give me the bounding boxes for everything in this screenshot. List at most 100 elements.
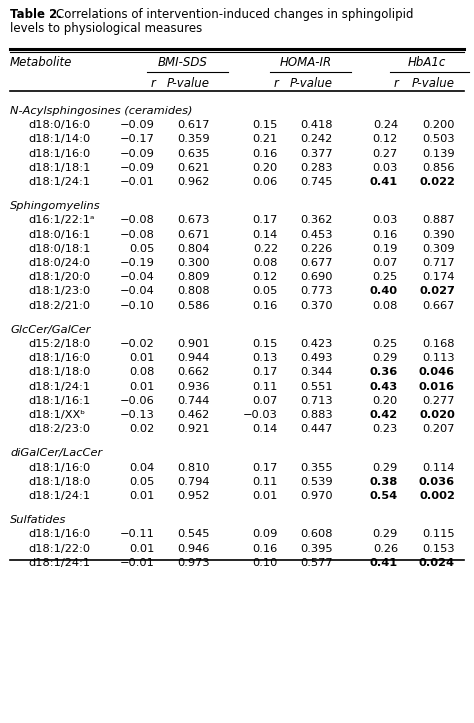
Text: 0.17: 0.17 bbox=[253, 215, 278, 226]
Text: 0.05: 0.05 bbox=[129, 476, 155, 487]
Text: P-value: P-value bbox=[167, 77, 210, 90]
Text: 0.970: 0.970 bbox=[301, 491, 333, 501]
Text: 0.01: 0.01 bbox=[129, 382, 155, 392]
Text: 0.667: 0.667 bbox=[423, 301, 455, 311]
Text: 0.114: 0.114 bbox=[422, 463, 455, 473]
Text: 0.27: 0.27 bbox=[373, 149, 398, 158]
Text: 0.390: 0.390 bbox=[422, 230, 455, 239]
Text: d18:1/XXᵇ: d18:1/XXᵇ bbox=[28, 410, 85, 420]
Text: −0.04: −0.04 bbox=[120, 272, 155, 282]
Text: −0.03: −0.03 bbox=[243, 410, 278, 420]
Text: 0.07: 0.07 bbox=[373, 258, 398, 268]
Text: 0.08: 0.08 bbox=[129, 367, 155, 377]
Text: −0.04: −0.04 bbox=[120, 286, 155, 296]
Text: 0.41: 0.41 bbox=[370, 558, 398, 568]
Text: 0.423: 0.423 bbox=[301, 339, 333, 349]
Text: d18:1/24:1: d18:1/24:1 bbox=[28, 382, 90, 392]
Text: 0.503: 0.503 bbox=[422, 134, 455, 145]
Text: −0.09: −0.09 bbox=[120, 120, 155, 130]
Text: 0.973: 0.973 bbox=[177, 558, 210, 568]
Text: −0.09: −0.09 bbox=[120, 163, 155, 173]
Text: 0.804: 0.804 bbox=[177, 244, 210, 254]
Text: d18:2/21:0: d18:2/21:0 bbox=[28, 301, 90, 311]
Text: 0.20: 0.20 bbox=[373, 395, 398, 406]
Text: 0.809: 0.809 bbox=[177, 272, 210, 282]
Text: −0.08: −0.08 bbox=[120, 230, 155, 239]
Text: diGalCer/LacCer: diGalCer/LacCer bbox=[10, 448, 102, 458]
Text: 0.002: 0.002 bbox=[419, 491, 455, 501]
Text: 0.13: 0.13 bbox=[253, 354, 278, 363]
Text: −0.10: −0.10 bbox=[120, 301, 155, 311]
Text: 0.024: 0.024 bbox=[419, 558, 455, 568]
Text: d18:0/16:0: d18:0/16:0 bbox=[28, 120, 90, 130]
Text: 0.26: 0.26 bbox=[373, 544, 398, 554]
Text: HOMA-IR: HOMA-IR bbox=[280, 56, 331, 69]
Text: Sphingomyelins: Sphingomyelins bbox=[10, 201, 100, 211]
Text: 0.08: 0.08 bbox=[253, 258, 278, 268]
Text: 0.690: 0.690 bbox=[301, 272, 333, 282]
Text: 0.22: 0.22 bbox=[253, 244, 278, 254]
Text: 0.200: 0.200 bbox=[422, 120, 455, 130]
Text: 0.810: 0.810 bbox=[177, 463, 210, 473]
Text: d18:0/18:1: d18:0/18:1 bbox=[28, 244, 91, 254]
Text: 0.901: 0.901 bbox=[177, 339, 210, 349]
Text: 0.283: 0.283 bbox=[301, 163, 333, 173]
Text: 0.551: 0.551 bbox=[301, 382, 333, 392]
Text: 0.14: 0.14 bbox=[253, 230, 278, 239]
Text: d18:1/24:1: d18:1/24:1 bbox=[28, 177, 90, 187]
Text: 0.921: 0.921 bbox=[177, 424, 210, 435]
Text: 0.226: 0.226 bbox=[301, 244, 333, 254]
Text: 0.617: 0.617 bbox=[177, 120, 210, 130]
Text: 0.016: 0.016 bbox=[419, 382, 455, 392]
Text: 0.11: 0.11 bbox=[253, 476, 278, 487]
Text: 0.773: 0.773 bbox=[301, 286, 333, 296]
Text: r: r bbox=[393, 77, 398, 90]
Text: −0.02: −0.02 bbox=[120, 339, 155, 349]
Text: 0.309: 0.309 bbox=[422, 244, 455, 254]
Text: 0.794: 0.794 bbox=[177, 476, 210, 487]
Text: d18:1/22:0: d18:1/22:0 bbox=[28, 544, 90, 554]
Text: d18:2/23:0: d18:2/23:0 bbox=[28, 424, 90, 435]
Text: HbA1c: HbA1c bbox=[407, 56, 446, 69]
Text: 0.02: 0.02 bbox=[130, 424, 155, 435]
Text: 0.06: 0.06 bbox=[253, 177, 278, 187]
Text: 0.16: 0.16 bbox=[253, 149, 278, 158]
Text: 0.139: 0.139 bbox=[422, 149, 455, 158]
Text: 0.115: 0.115 bbox=[422, 529, 455, 539]
Text: 0.42: 0.42 bbox=[370, 410, 398, 420]
Text: 0.20: 0.20 bbox=[253, 163, 278, 173]
Text: r: r bbox=[273, 77, 278, 90]
Text: d16:1/22:1ᵃ: d16:1/22:1ᵃ bbox=[28, 215, 94, 226]
Text: 0.01: 0.01 bbox=[253, 491, 278, 501]
Text: 0.40: 0.40 bbox=[370, 286, 398, 296]
Text: 0.15: 0.15 bbox=[253, 339, 278, 349]
Text: Sulfatides: Sulfatides bbox=[10, 515, 66, 525]
Text: 0.05: 0.05 bbox=[253, 286, 278, 296]
Text: 0.11: 0.11 bbox=[253, 382, 278, 392]
Text: 0.08: 0.08 bbox=[373, 301, 398, 311]
Text: d18:1/16:0: d18:1/16:0 bbox=[28, 529, 90, 539]
Text: 0.25: 0.25 bbox=[373, 339, 398, 349]
Text: 0.745: 0.745 bbox=[301, 177, 333, 187]
Text: 0.671: 0.671 bbox=[177, 230, 210, 239]
Text: −0.01: −0.01 bbox=[120, 558, 155, 568]
Text: 0.01: 0.01 bbox=[129, 354, 155, 363]
Text: 0.16: 0.16 bbox=[253, 544, 278, 554]
Text: 0.539: 0.539 bbox=[301, 476, 333, 487]
Text: 0.744: 0.744 bbox=[178, 395, 210, 406]
Text: 0.242: 0.242 bbox=[301, 134, 333, 145]
Text: 0.17: 0.17 bbox=[253, 367, 278, 377]
Text: −0.08: −0.08 bbox=[120, 215, 155, 226]
Text: 0.952: 0.952 bbox=[177, 491, 210, 501]
Text: 0.01: 0.01 bbox=[129, 491, 155, 501]
Text: Correlations of intervention-induced changes in sphingolipid: Correlations of intervention-induced cha… bbox=[56, 8, 413, 21]
Text: 0.608: 0.608 bbox=[301, 529, 333, 539]
Text: d18:1/16:0: d18:1/16:0 bbox=[28, 463, 90, 473]
Text: d18:1/24:1: d18:1/24:1 bbox=[28, 491, 90, 501]
Text: 0.174: 0.174 bbox=[422, 272, 455, 282]
Text: 0.04: 0.04 bbox=[130, 463, 155, 473]
Text: 0.23: 0.23 bbox=[373, 424, 398, 435]
Text: 0.12: 0.12 bbox=[373, 134, 398, 145]
Text: −0.11: −0.11 bbox=[120, 529, 155, 539]
Text: 0.29: 0.29 bbox=[373, 354, 398, 363]
